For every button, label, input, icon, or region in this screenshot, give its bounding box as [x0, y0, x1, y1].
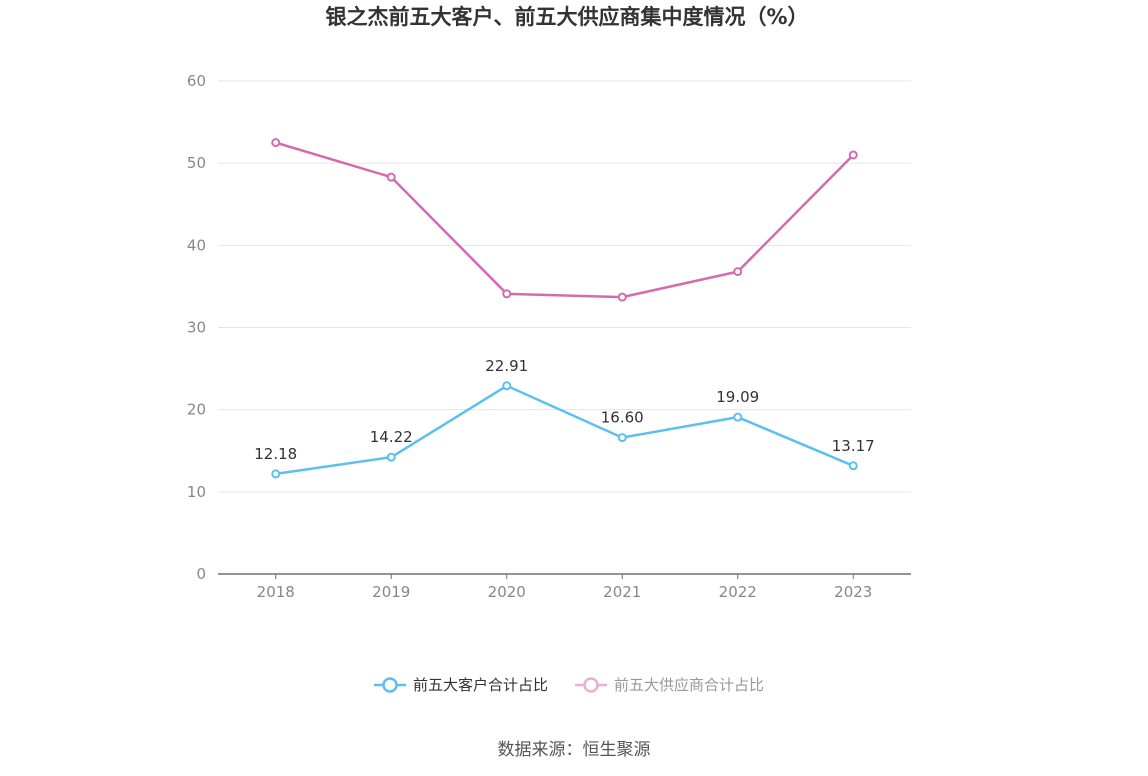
data-point[interactable] [617, 292, 627, 302]
series-1: 12.18 14.22 22.91 16.60 19.09 13.17 [254, 357, 875, 479]
y-tick-label: 10 [187, 483, 206, 501]
data-point[interactable] [733, 267, 743, 277]
legend[interactable]: 前五大客户合计占比 前五大供应商合计占比 [374, 676, 764, 694]
data-point[interactable] [848, 461, 858, 471]
data-label: 13.17 [832, 437, 875, 455]
data-point[interactable] [733, 412, 743, 422]
x-tick-label: 2019 [372, 583, 410, 601]
y-tick-label: 60 [187, 72, 206, 90]
grid [218, 80, 911, 493]
x-axis: 2018 2019 2020 2021 2022 2023 [218, 573, 911, 601]
data-point[interactable] [617, 433, 627, 443]
legend-marker-icon [583, 677, 599, 693]
data-point[interactable] [271, 469, 281, 479]
legend-label: 前五大客户合计占比 [413, 676, 548, 694]
legend-label: 前五大供应商合计占比 [614, 676, 764, 694]
x-tick-label: 2022 [719, 583, 757, 601]
series-line [275, 384, 854, 476]
data-label: 19.09 [716, 388, 759, 406]
legend-item-1[interactable]: 前五大客户合计占比 [374, 676, 548, 694]
x-tick-label: 2020 [488, 583, 526, 601]
chart-title: 银之杰前五大客户、前五大供应商集中度情况（%） [325, 5, 808, 29]
y-tick-label: 20 [187, 401, 206, 419]
y-tick-label: 0 [196, 565, 206, 583]
data-point[interactable] [848, 150, 858, 160]
series-layer: 12.18 14.22 22.91 16.60 19.09 13.17 [254, 138, 875, 479]
data-point[interactable] [502, 289, 512, 299]
y-axis: 0 10 20 30 40 50 60 [187, 72, 206, 583]
data-label: 22.91 [485, 357, 528, 375]
y-tick-label: 50 [187, 154, 206, 172]
source-note: 数据来源：恒生聚源 [498, 740, 651, 760]
series-line [275, 141, 855, 299]
series-2 [271, 138, 858, 302]
x-tick-label: 2021 [603, 583, 641, 601]
data-label: 14.22 [370, 428, 413, 446]
x-tick-label: 2018 [257, 583, 295, 601]
data-point[interactable] [502, 381, 512, 391]
x-tick-label: 2023 [834, 583, 872, 601]
data-point[interactable] [271, 138, 281, 148]
data-label: 16.60 [601, 409, 644, 427]
legend-marker-icon [382, 677, 398, 693]
data-point[interactable] [386, 172, 396, 182]
y-tick-label: 40 [187, 236, 206, 254]
data-label: 12.18 [254, 445, 297, 463]
data-point[interactable] [386, 452, 396, 462]
legend-item-2[interactable]: 前五大供应商合计占比 [575, 676, 764, 694]
y-tick-label: 30 [187, 319, 206, 337]
